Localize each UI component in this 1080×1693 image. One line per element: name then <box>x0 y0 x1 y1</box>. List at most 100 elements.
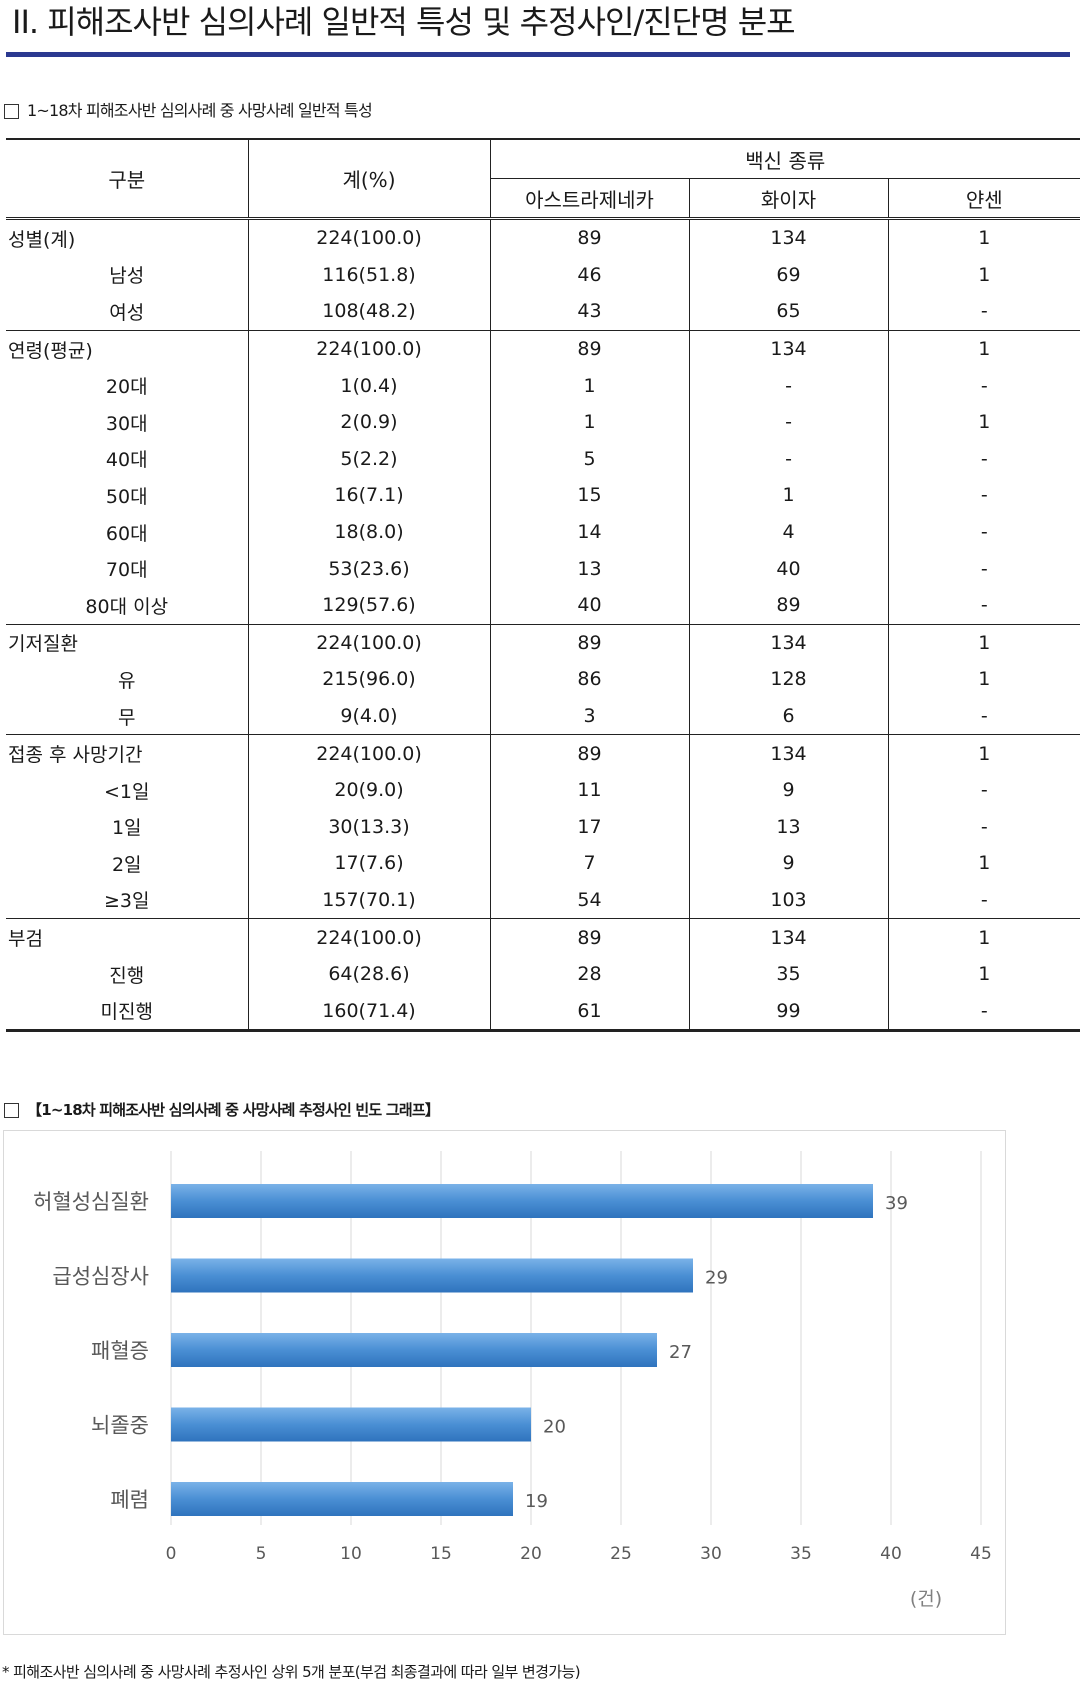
table-row: 70대 53(23.6) 13 40- <box>6 550 1080 587</box>
characteristics-table: 구분 계(%) 백신 종류 아스트라제네카 화이자 얀센 성별(계) 224(10… <box>6 138 1080 1033</box>
cell-az: 89 <box>489 330 690 368</box>
category-label: 허혈성심질환 <box>33 1190 149 1214</box>
table-row: 2일 17(7.6) 7 9 1 <box>6 845 1080 882</box>
row-label: 기저질환 <box>6 624 249 662</box>
cell-pfizer: 40 <box>688 550 889 587</box>
cell-total: 20(9.0) <box>247 771 491 809</box>
footnote: * 피해조사반 심의사례 중 사망사례 추정사인 상위 5개 분포(부검 최종결… <box>2 1663 581 1681</box>
cell-janssen: - <box>887 293 1080 331</box>
row-label: 부검 <box>6 918 249 956</box>
cell-janssen: - <box>887 771 1080 809</box>
cell-pfizer: - <box>688 403 889 441</box>
x-tick-label: 30 <box>700 1544 722 1564</box>
data-label: 27 <box>669 1342 692 1363</box>
cell-pfizer: 134 <box>688 734 889 772</box>
category-label: 폐렴 <box>110 1488 149 1512</box>
cell-total: 108(48.2) <box>247 293 491 331</box>
header-total: 계(%) <box>247 139 491 219</box>
cell-az: 61 <box>489 992 690 1033</box>
cell-janssen: - <box>887 992 1080 1033</box>
cell-janssen: - <box>887 513 1080 551</box>
table-caption: 1~18차 피해조사반 심의사례 중 사망사례 일반적 특성 <box>4 98 373 124</box>
cell-pfizer: 65 <box>688 293 889 331</box>
table-row: 무 9(4.0) 3 6- <box>6 697 1080 736</box>
data-label: 19 <box>525 1491 548 1512</box>
cell-pfizer: 134 <box>688 218 889 257</box>
cell-az: 28 <box>489 955 690 993</box>
table-row: 연령(평균) 224(100.0) 89 134 1 <box>6 330 1080 368</box>
cell-az: 3 <box>489 697 690 736</box>
row-label: 여성 <box>6 293 249 331</box>
row-label: 30대 <box>6 403 249 441</box>
table-row: 미진행 160(71.4) 61 99- <box>6 992 1080 1033</box>
row-label: 70대 <box>6 550 249 587</box>
chart-caption: 【1~18차 피해조사반 심의사례 중 사망사례 추정사인 빈도 그래프】 <box>4 1097 440 1123</box>
cell-janssen: 1 <box>887 918 1080 956</box>
title-rule <box>6 52 1070 57</box>
x-tick-label: 35 <box>790 1544 812 1564</box>
cell-az: 1 <box>489 367 690 404</box>
table-row: 유 215(96.0) 86 128 1 <box>6 661 1080 698</box>
cell-pfizer: 9 <box>688 771 889 809</box>
cell-pfizer: 1 <box>688 477 889 514</box>
row-label: 1일 <box>6 808 249 846</box>
cell-janssen: - <box>887 697 1080 736</box>
cause-of-death-bar-chart: 0 5 10 15 20 25 30 35 40 45 허혈성심질환 39 급성심장사 29 패혈증 27 뇌졸… <box>33 1151 992 1610</box>
table-row: 1일 30(13.3) 17 13- <box>6 808 1080 846</box>
cell-pfizer: - <box>688 440 889 478</box>
cell-janssen: 1 <box>887 403 1080 441</box>
table-row: ≥3일 157(70.1) 54 103- <box>6 881 1080 920</box>
row-label: 40대 <box>6 440 249 478</box>
table-row: <1일 20(9.0) 11 9- <box>6 771 1080 809</box>
cell-pfizer: 69 <box>688 256 889 294</box>
cell-total: 224(100.0) <box>247 624 491 662</box>
cell-az: 5 <box>489 440 690 478</box>
header-category: 구분 <box>6 139 249 219</box>
table-row: 80대 이상 129(57.6) 40 89- <box>6 586 1080 625</box>
cell-az: 11 <box>489 771 690 809</box>
x-tick-label: 0 <box>166 1544 177 1564</box>
cell-pfizer: 134 <box>688 624 889 662</box>
header-vaccine-az: 아스트라제네카 <box>490 178 690 219</box>
cell-pfizer: 6 <box>688 697 889 736</box>
cell-total: 2(0.9) <box>247 403 491 441</box>
x-tick-label: 15 <box>430 1544 452 1564</box>
cell-total: 224(100.0) <box>247 330 491 368</box>
cell-az: 89 <box>489 218 690 257</box>
cell-pfizer: 89 <box>688 586 889 625</box>
cell-pfizer: 128 <box>688 661 889 698</box>
cell-janssen: 1 <box>887 955 1080 993</box>
checkbox-icon <box>4 1102 19 1118</box>
data-label: 29 <box>705 1268 728 1289</box>
cell-az: 40 <box>489 586 690 625</box>
x-tick-label: 20 <box>520 1544 542 1564</box>
bar <box>171 1258 693 1293</box>
cell-total: 224(100.0) <box>247 918 491 956</box>
table-row: 50대 16(7.1) 15 1- <box>6 477 1080 514</box>
cell-total: 215(96.0) <box>247 661 491 698</box>
cell-total: 224(100.0) <box>247 734 491 772</box>
table-row: 남성 116(51.8) 46 69 1 <box>6 256 1080 294</box>
row-label: 진행 <box>6 955 249 993</box>
cell-az: 46 <box>489 256 690 294</box>
table-body: 성별(계) 224(100.0) 89 134 1 남성 116(51.8) 46 69 1 여성 1… <box>6 218 1080 1033</box>
cell-total: 157(70.1) <box>247 881 491 920</box>
cell-janssen: - <box>887 477 1080 514</box>
cell-total: 9(4.0) <box>247 697 491 736</box>
category-label: 패혈증 <box>91 1339 149 1363</box>
page-title: II. 피해조사반 심의사례 일반적 특성 및 추정사인/진단명 분포 <box>12 3 796 41</box>
cell-total: 64(28.6) <box>247 955 491 993</box>
row-label: 유 <box>6 661 249 698</box>
x-tick-label: 25 <box>610 1544 632 1564</box>
x-tick-label: 40 <box>880 1544 902 1564</box>
cell-pfizer: 35 <box>688 955 889 993</box>
cell-pfizer: 4 <box>688 513 889 551</box>
cell-total: 224(100.0) <box>247 218 491 257</box>
cell-az: 54 <box>489 881 690 920</box>
bar <box>171 1482 513 1516</box>
table-row: 성별(계) 224(100.0) 89 134 1 <box>6 218 1080 257</box>
row-label: 남성 <box>6 256 249 294</box>
data-label: 20 <box>543 1417 566 1438</box>
cell-total: 116(51.8) <box>247 256 491 294</box>
cell-az: 14 <box>489 513 690 551</box>
